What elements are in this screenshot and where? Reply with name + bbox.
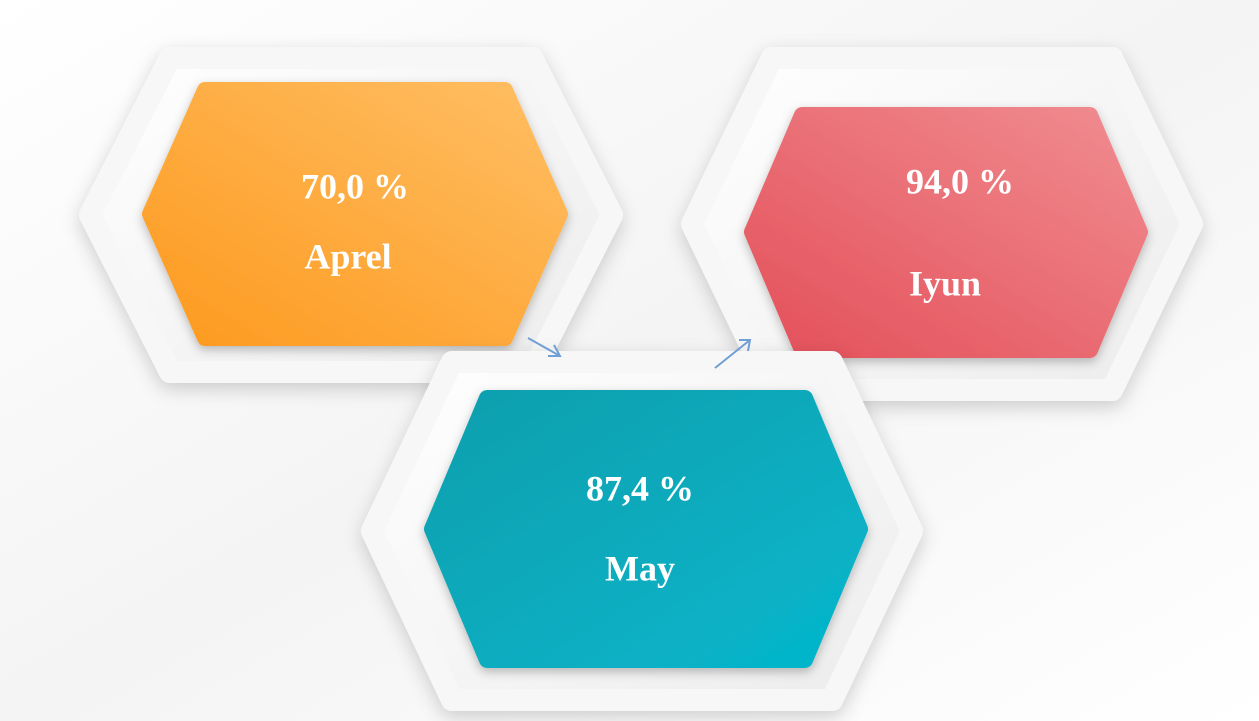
- arrows: [527, 337, 752, 369]
- node-label: Aprel: [304, 236, 391, 276]
- hexagon: [142, 82, 568, 346]
- hexagon: [744, 107, 1148, 358]
- node-value: 94,0 %: [906, 161, 1014, 201]
- arrow: [527, 337, 562, 357]
- node-label: May: [605, 548, 675, 588]
- node-value: 87,4 %: [586, 468, 694, 508]
- node-value: 70,0 %: [301, 166, 409, 206]
- node-label: Iyun: [909, 263, 981, 303]
- arrow: [714, 339, 752, 369]
- hexagon: [424, 390, 868, 668]
